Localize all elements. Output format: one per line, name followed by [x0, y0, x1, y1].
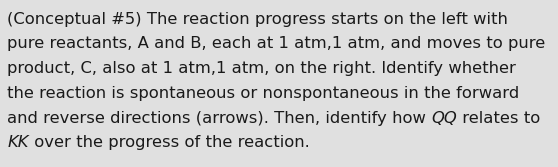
Text: QQ: QQ	[431, 111, 457, 126]
Text: over the progress of the reaction.: over the progress of the reaction.	[29, 135, 310, 150]
Text: pure reactants, A and B, each at 1 atm,1 atm, and moves to pure: pure reactants, A and B, each at 1 atm,1…	[7, 36, 546, 51]
Text: (Conceptual #5) The reaction progress starts on the left with: (Conceptual #5) The reaction progress st…	[7, 12, 508, 27]
Text: product, C, also at 1 atm,1 atm, on the right. Identify whether: product, C, also at 1 atm,1 atm, on the …	[7, 61, 516, 76]
Text: and reverse directions (arrows). Then, identify how: and reverse directions (arrows). Then, i…	[7, 111, 431, 126]
Text: the reaction is spontaneous or nonspontaneous in the forward: the reaction is spontaneous or nonsponta…	[7, 86, 519, 101]
Text: KK: KK	[7, 135, 29, 150]
Text: relates to: relates to	[457, 111, 540, 126]
